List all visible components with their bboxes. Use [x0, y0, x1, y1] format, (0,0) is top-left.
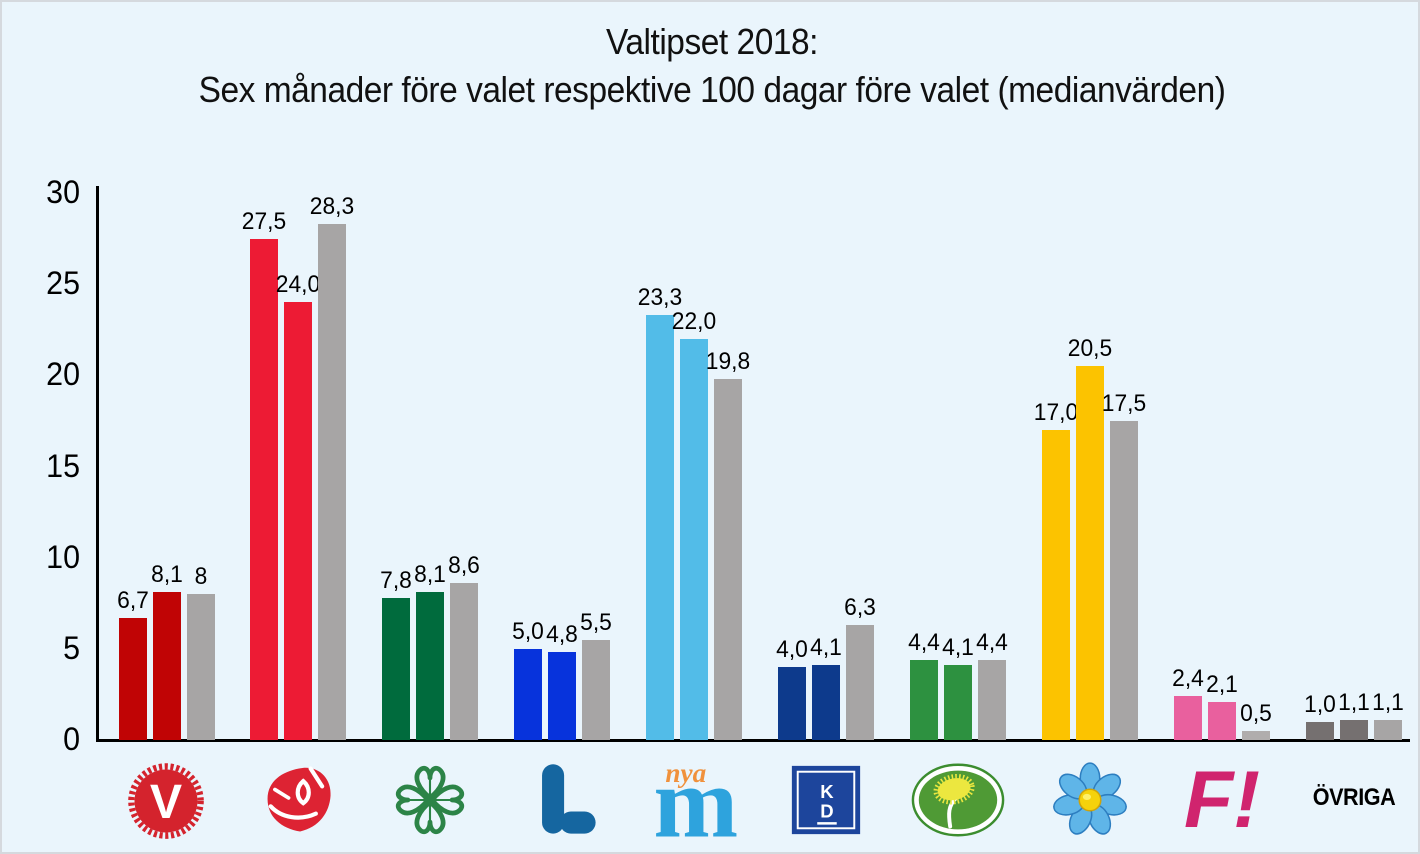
bar-value-label-kd-3: 6,3 — [844, 594, 876, 621]
bar-value-label-l-1: 5,0 — [512, 618, 544, 645]
y-tick-label-5: 5 — [63, 629, 80, 666]
bar-övriga-2 — [1340, 720, 1368, 740]
bar-övriga-3 — [1374, 720, 1402, 740]
bar-value-label-v-2: 8,1 — [151, 561, 183, 588]
y-tick-label-15: 15 — [46, 447, 80, 484]
bar-value-label-sd-3: 17,5 — [1101, 390, 1147, 417]
bar-value-label-fi-3: 0,5 — [1240, 700, 1272, 727]
bar-value-label-s-3: 28,3 — [309, 193, 355, 220]
liberalerna-logo-icon — [512, 752, 612, 848]
bar-övriga-1 — [1306, 722, 1334, 740]
bar-value-label-v-1: 6,7 — [117, 587, 149, 614]
bar-value-label-l-3: 5,5 — [580, 609, 612, 636]
bar-v-1 — [119, 618, 147, 740]
bar-kd-3 — [846, 625, 874, 740]
svg-text:F!: F! — [1184, 758, 1260, 842]
chart-title-line2: Sex månader före valet respektive 100 da… — [198, 69, 1226, 110]
bar-value-label-övriga-1: 1,0 — [1304, 691, 1336, 718]
bar-c-1 — [382, 598, 410, 740]
chart-title: Valtipset 2018: Sex månader före valet r… — [52, 18, 1373, 114]
bar-value-label-fi-1: 2,4 — [1172, 665, 1204, 692]
bar-value-label-kd-2: 4,1 — [810, 634, 842, 661]
y-axis-line — [96, 186, 99, 742]
ovriga-label: ÖVRIGA — [1312, 784, 1396, 811]
bar-value-label-s-1: 27,5 — [241, 208, 287, 235]
centerpartiet-logo-icon — [380, 752, 480, 848]
svg-text:m: m — [653, 756, 738, 844]
bar-s-3 — [318, 224, 346, 740]
bar-fi-3 — [1242, 731, 1270, 740]
bar-value-label-mp-1: 4,4 — [908, 629, 940, 656]
bar-value-label-v-3: 8 — [194, 563, 208, 590]
bar-s-1 — [250, 239, 278, 740]
bar-m-1 — [646, 315, 674, 740]
bar-kd-1 — [778, 667, 806, 740]
chart-title-line1: Valtipset 2018: — [605, 21, 819, 62]
bar-fi-1 — [1174, 696, 1202, 740]
bar-sd-3 — [1110, 421, 1138, 740]
miljopartiet-logo-icon — [908, 752, 1008, 848]
bar-value-label-mp-3: 4,4 — [976, 629, 1008, 656]
bar-value-label-l-2: 4,8 — [546, 621, 578, 648]
bar-l-1 — [514, 649, 542, 740]
svg-text:nya: nya — [665, 758, 706, 788]
bar-value-label-sd-1: 17,0 — [1033, 399, 1079, 426]
y-tick-label-30: 30 — [46, 174, 80, 211]
x-axis-line — [96, 739, 1410, 742]
bar-c-3 — [450, 583, 478, 740]
bar-mp-2 — [944, 665, 972, 740]
bar-value-label-m-2: 22,0 — [671, 308, 717, 335]
bar-v-2 — [153, 592, 181, 740]
bar-value-label-m-3: 19,8 — [705, 348, 751, 375]
bar-value-label-mp-2: 4,1 — [942, 634, 974, 661]
svg-text:D: D — [820, 801, 833, 822]
bar-value-label-c-3: 8,6 — [448, 552, 480, 579]
y-tick-label-20: 20 — [46, 356, 80, 393]
bar-value-label-kd-1: 4,0 — [776, 636, 808, 663]
y-tick-label-0: 0 — [63, 721, 80, 757]
kristdemokraterna-logo-icon: K D — [776, 752, 876, 848]
bar-mp-3 — [978, 660, 1006, 740]
bar-value-label-m-1: 23,3 — [637, 284, 683, 311]
sverigedemokraterna-logo-icon — [1040, 752, 1140, 848]
bar-c-2 — [416, 592, 444, 740]
bar-value-label-övriga-2: 1,1 — [1338, 689, 1370, 716]
bar-l-2 — [548, 652, 576, 740]
bar-value-label-fi-2: 2,1 — [1206, 671, 1238, 698]
vansterpartiet-logo-icon: V — [116, 752, 216, 848]
moderaterna-logo-icon: m nya — [644, 752, 744, 848]
socialdemokraterna-logo-icon — [248, 752, 348, 848]
bar-m-2 — [680, 339, 708, 740]
bar-value-label-s-2: 24,0 — [275, 271, 321, 298]
feministiskt-initiativ-logo-icon: F! — [1172, 752, 1272, 848]
bar-value-label-sd-2: 20,5 — [1067, 335, 1113, 362]
bar-fi-2 — [1208, 702, 1236, 740]
bar-value-label-c-1: 7,8 — [380, 567, 412, 594]
bar-sd-2 — [1076, 366, 1104, 740]
bar-m-3 — [714, 379, 742, 740]
bar-l-3 — [582, 640, 610, 740]
bar-kd-2 — [812, 665, 840, 740]
bar-mp-1 — [910, 660, 938, 740]
bar-v-3 — [187, 594, 215, 740]
bar-value-label-övriga-3: 1,1 — [1372, 689, 1404, 716]
bar-sd-1 — [1042, 430, 1070, 740]
y-tick-label-25: 25 — [46, 265, 80, 302]
y-tick-label-10: 10 — [46, 538, 80, 575]
bar-value-label-c-2: 8,1 — [414, 561, 446, 588]
svg-text:K: K — [820, 781, 834, 802]
bar-s-2 — [284, 302, 312, 740]
svg-text:V: V — [150, 775, 182, 829]
